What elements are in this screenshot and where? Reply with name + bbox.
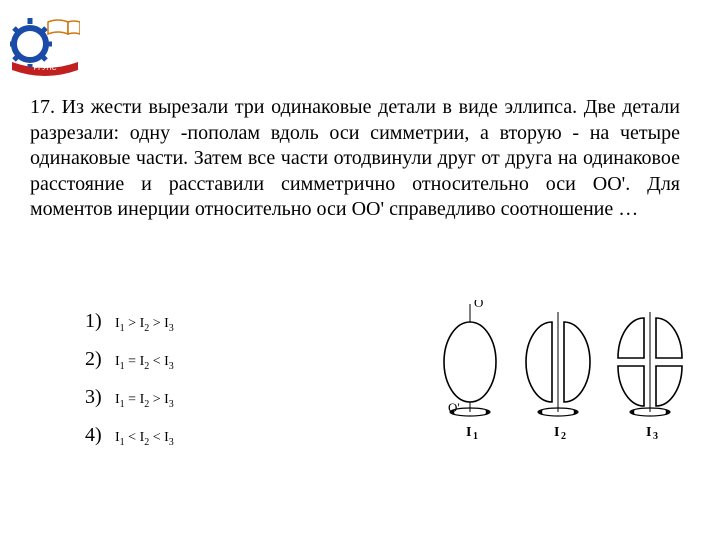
answer-expr: I1 > I2 > I3	[115, 316, 174, 334]
svg-text:2: 2	[561, 431, 566, 442]
answer-list: 1) I1 > I2 > I3 2) I1 = I2 < I3 3) I1 = …	[85, 310, 174, 462]
book-icon	[48, 20, 80, 34]
answer-option-1: 1) I1 > I2 > I3	[85, 310, 174, 334]
answer-option-4: 4) I1 < I2 < I3	[85, 424, 174, 448]
answer-option-2: 2) I1 = I2 < I3	[85, 348, 174, 372]
answer-option-3: 3) I1 = I2 > I3	[85, 386, 174, 410]
svg-text:I: I	[466, 425, 471, 440]
answer-expr: I1 < I2 < I3	[115, 430, 174, 448]
svg-text:O: O	[474, 300, 483, 310]
answer-number: 4)	[85, 424, 115, 447]
svg-text:1: 1	[473, 431, 478, 442]
page: РГУПС 17. Из жести вырезали три одинаков…	[0, 0, 720, 540]
problem-text: 17. Из жести вырезали три одинаковые дет…	[30, 95, 680, 223]
logo: РГУПС	[10, 16, 80, 76]
logo-text: РГУПС	[34, 65, 57, 72]
figure: OO'I1I2I3	[418, 300, 698, 450]
answer-expr: I1 = I2 < I3	[115, 354, 174, 372]
answer-expr: I1 = I2 > I3	[115, 392, 174, 410]
svg-text:I: I	[646, 425, 651, 440]
answer-number: 2)	[85, 348, 115, 371]
gear-icon	[10, 18, 52, 70]
answer-number: 3)	[85, 386, 115, 409]
answer-number: 1)	[85, 310, 115, 333]
svg-text:I: I	[554, 425, 559, 440]
svg-text:3: 3	[653, 431, 658, 442]
